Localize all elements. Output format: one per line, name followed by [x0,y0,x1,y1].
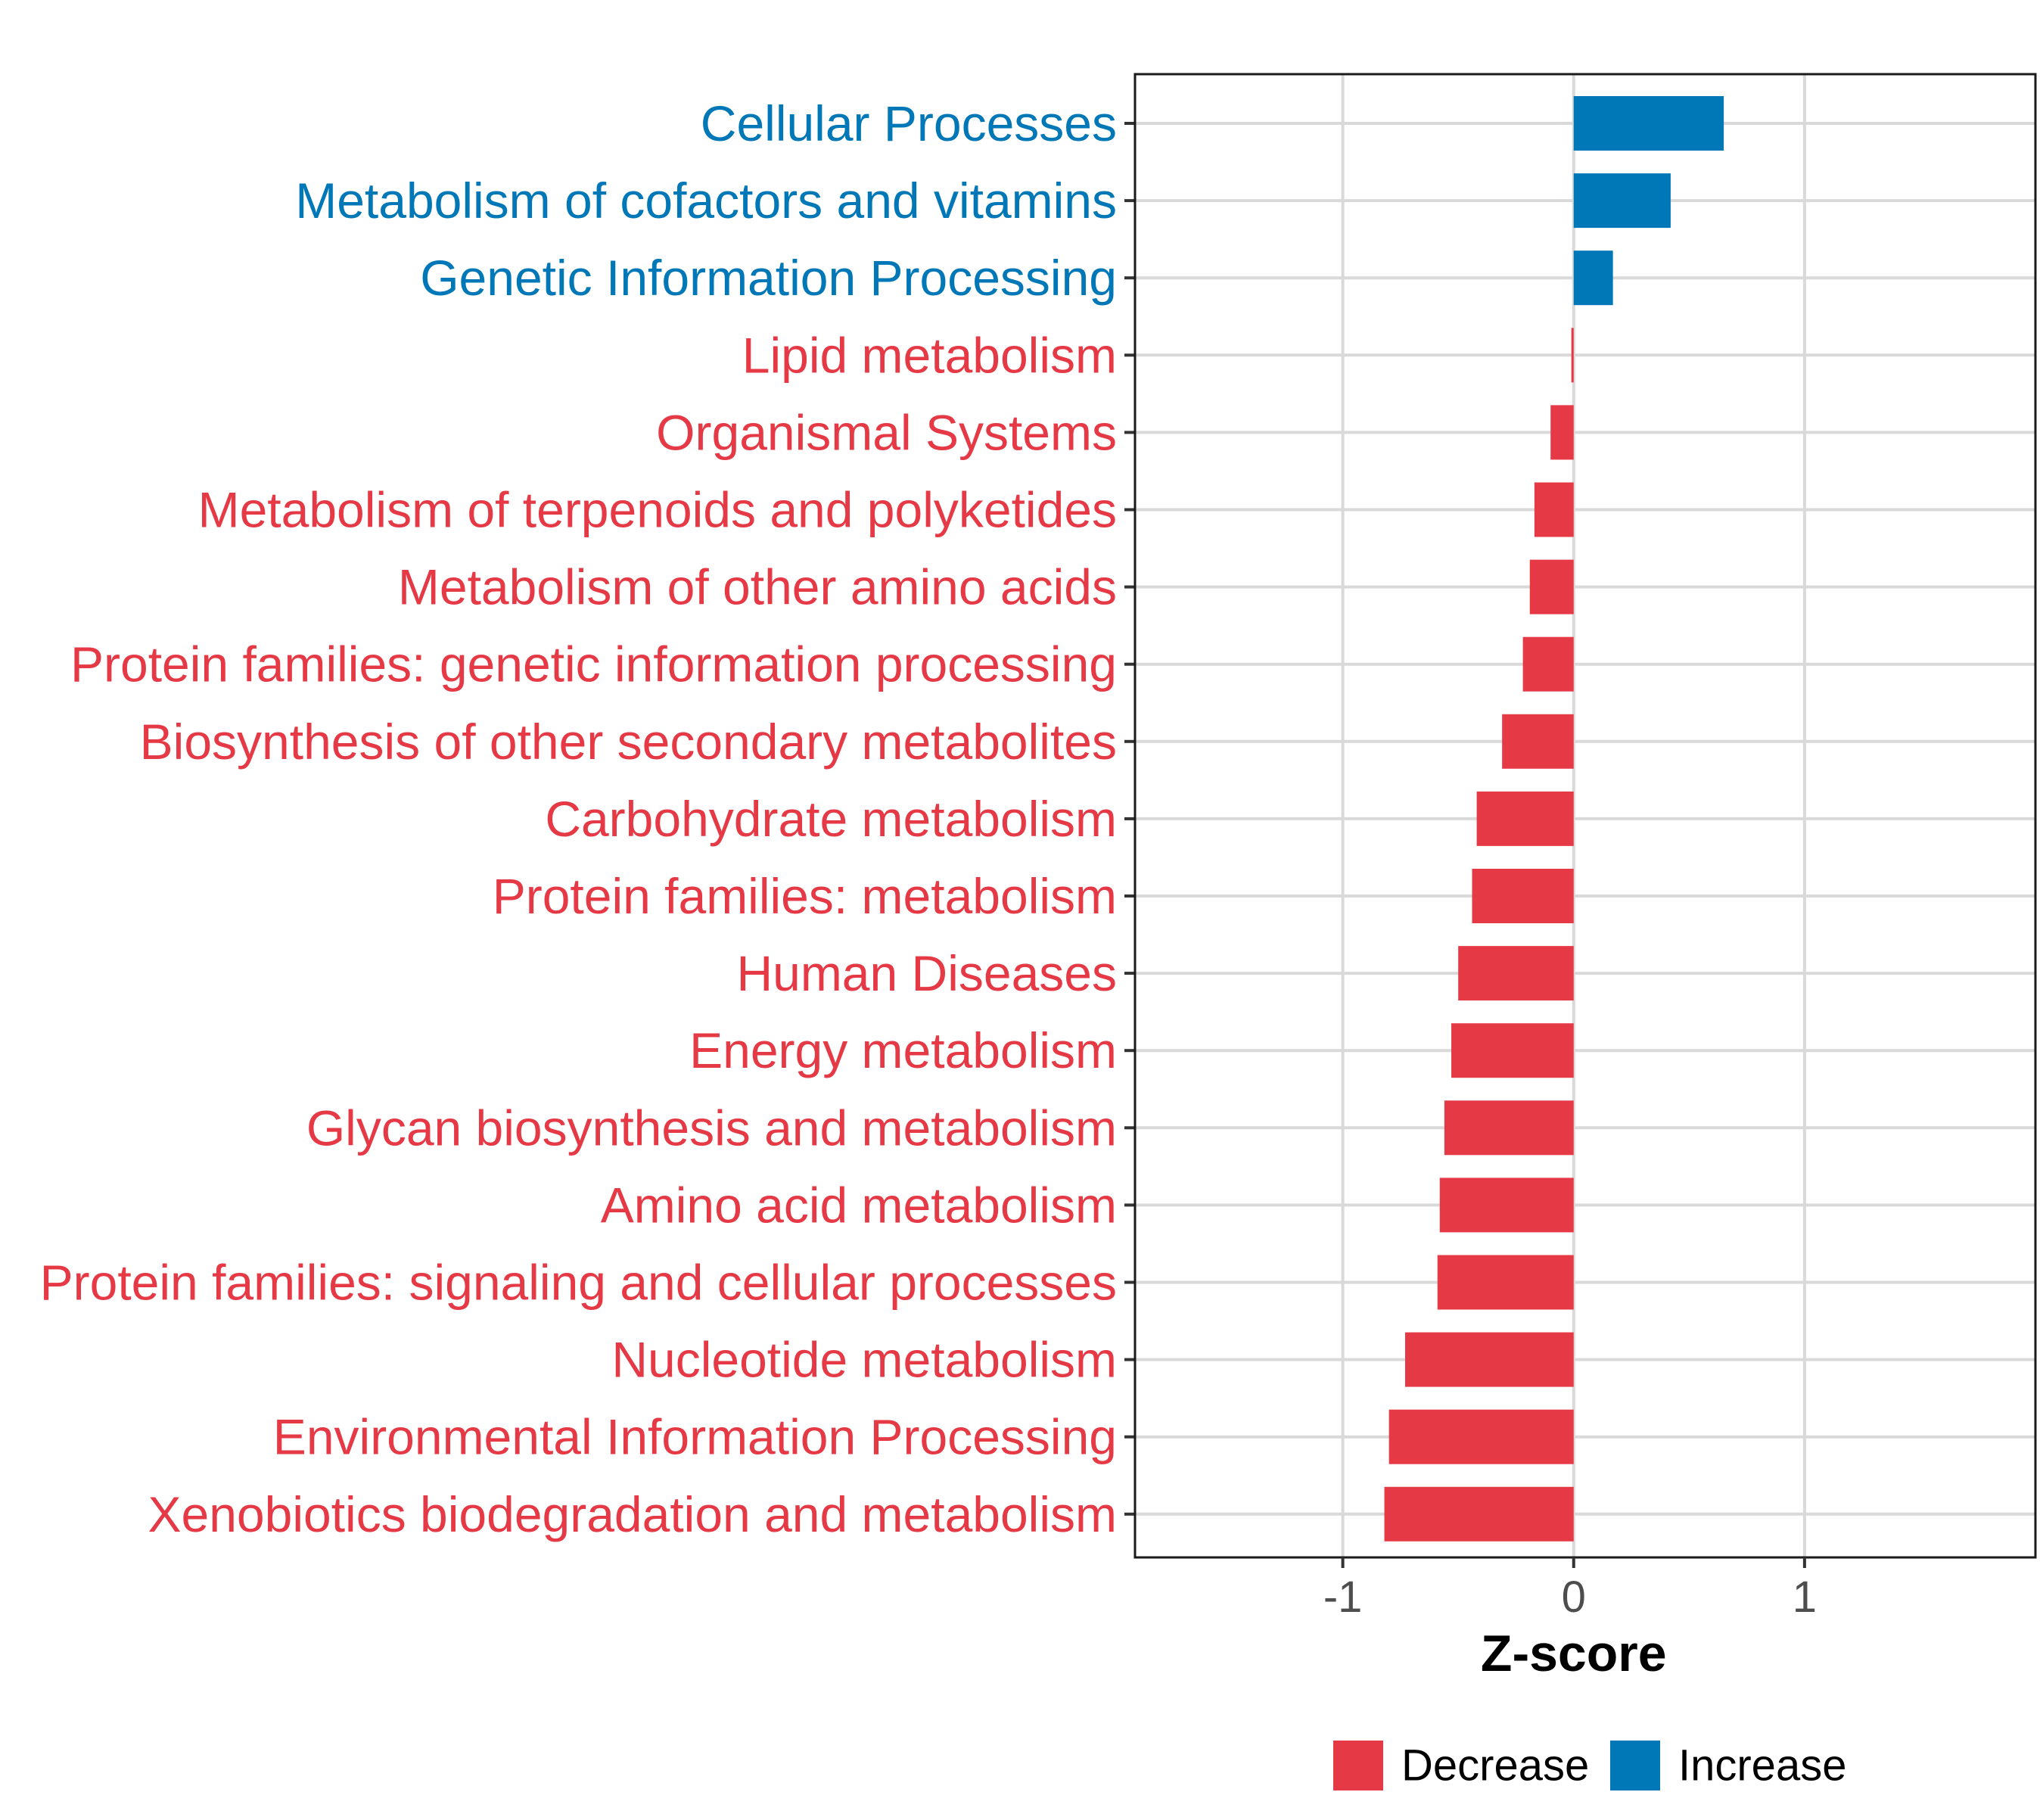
panel-border [1133,73,2037,1559]
category-label: Human Diseases [736,945,1117,1001]
bar [1437,1255,1574,1310]
bar [1405,1332,1574,1387]
legend-label: Decrease [1401,1741,1589,1790]
bar [1522,636,1574,692]
legend-swatch [1610,1741,1660,1790]
category-label: Metabolism of terpenoids and polyketides [198,482,1117,538]
category-label: Amino acid metabolism [601,1177,1117,1233]
x-axis-title: Z-score [1481,1625,1667,1682]
legend-label: Increase [1678,1741,1846,1790]
category-label: Protein families: genetic information pr… [70,636,1117,692]
category-label: Biosynthesis of other secondary metaboli… [140,714,1117,770]
category-label: Glycan biosynthesis and metabolism [306,1100,1117,1156]
category-label: Metabolism of cofactors and vitamins [295,173,1117,229]
legend-swatch [1333,1741,1383,1790]
bar [1472,869,1574,923]
bar [1384,1486,1574,1542]
category-label: Genetic Information Processing [420,250,1117,306]
bar [1573,173,1671,229]
category-label: Lipid metabolism [742,327,1117,383]
category-label: Organismal Systems [656,404,1117,460]
category-label: Carbohydrate metabolism [545,791,1117,847]
bar [1439,1178,1574,1233]
category-label: Environmental Information Processing [273,1409,1117,1465]
category-label: Protein families: metabolism [493,868,1117,924]
category-label: Metabolism of other amino acids [398,559,1117,615]
plot-panel [1135,74,2035,1557]
bar [1458,946,1574,1001]
bar [1388,1409,1574,1464]
bar [1476,791,1574,846]
bar [1451,1023,1574,1078]
bar [1571,328,1574,383]
category-label: Xenobiotics biodegradation and metabolis… [148,1486,1118,1542]
category-label: Energy metabolism [689,1022,1117,1078]
bar [1444,1100,1574,1156]
bar [1534,482,1574,537]
category-label: Cellular Processes [701,95,1117,151]
x-tick-label: -1 [1323,1573,1363,1622]
bar [1502,714,1574,769]
bar [1529,559,1574,614]
category-label: Protein families: signaling and cellular… [40,1255,1117,1311]
category-label: Nucleotide metabolism [611,1332,1117,1388]
x-tick-label: 1 [1793,1573,1817,1622]
x-tick-label: 0 [1562,1573,1586,1622]
bar [1573,96,1724,151]
bar [1550,405,1574,460]
bar [1573,250,1613,306]
